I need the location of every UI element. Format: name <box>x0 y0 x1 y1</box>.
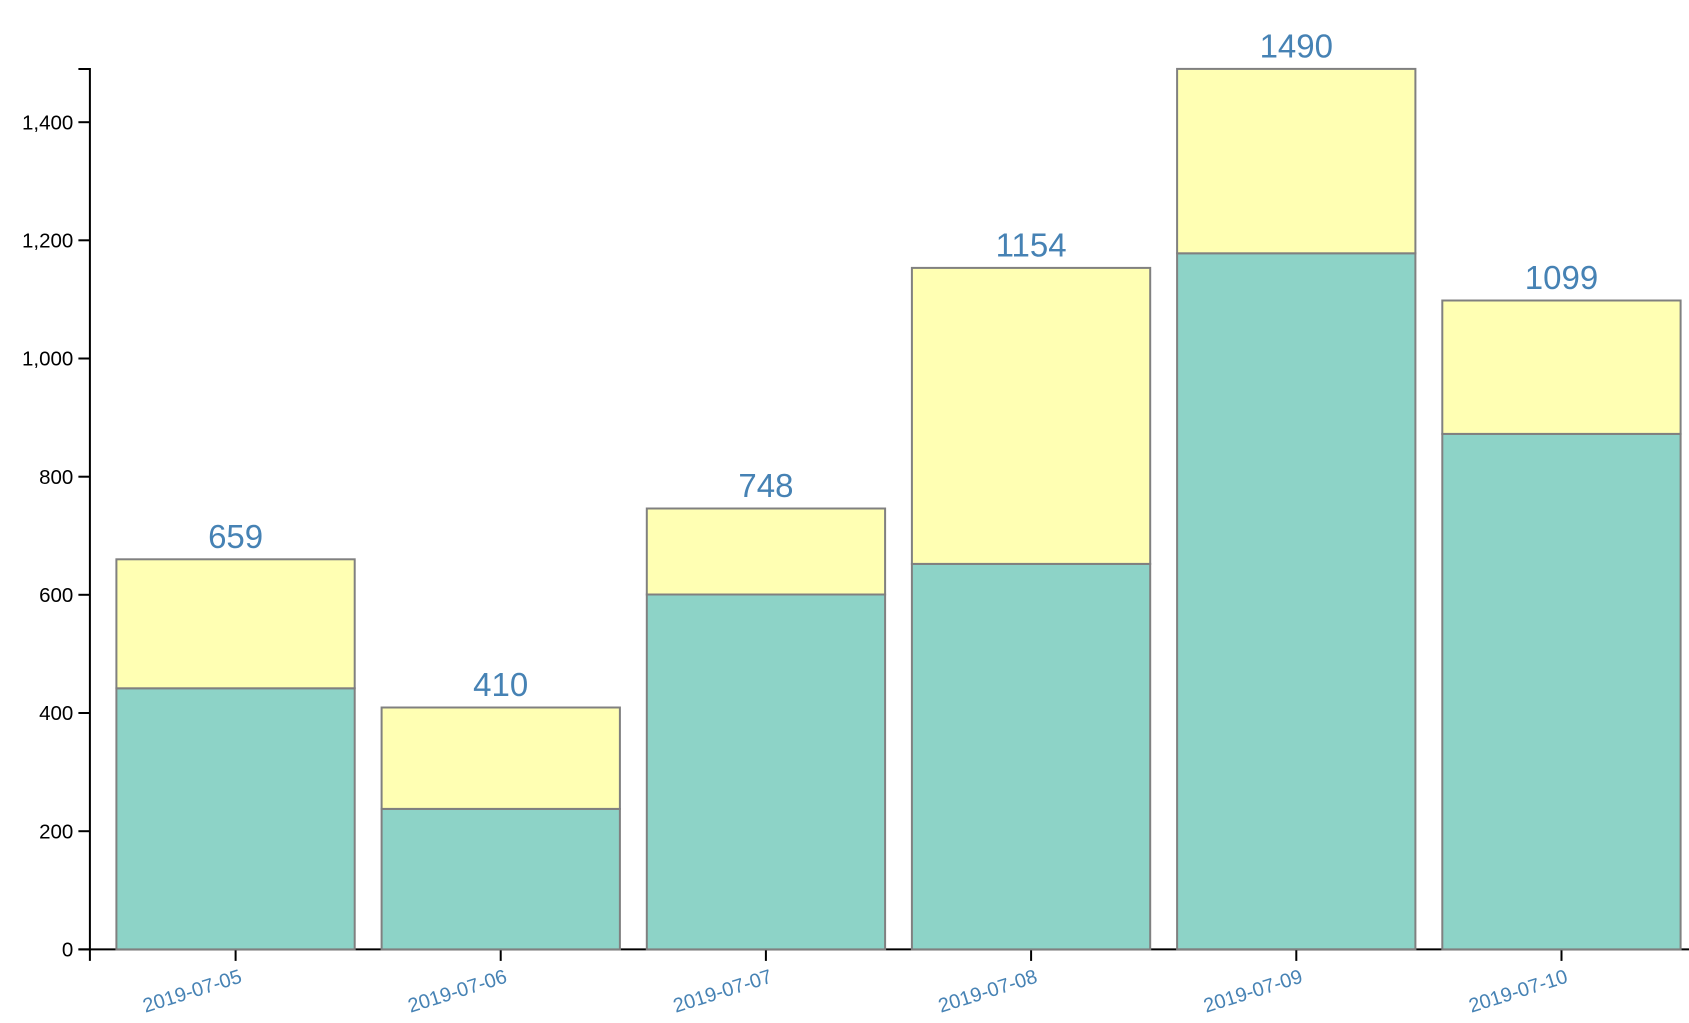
svg-text:1099: 1099 <box>1525 259 1598 296</box>
svg-text:0: 0 <box>62 939 73 962</box>
svg-text:1,000: 1,000 <box>22 348 73 371</box>
svg-text:410: 410 <box>473 666 528 703</box>
svg-text:748: 748 <box>738 467 793 504</box>
svg-text:800: 800 <box>39 466 73 489</box>
svg-text:600: 600 <box>39 584 73 607</box>
svg-text:1,400: 1,400 <box>22 111 73 134</box>
svg-text:400: 400 <box>39 702 73 725</box>
svg-text:1490: 1490 <box>1260 27 1333 64</box>
svg-text:1154: 1154 <box>996 226 1067 263</box>
svg-text:659: 659 <box>208 518 263 555</box>
svg-text:200: 200 <box>39 820 73 843</box>
svg-text:1,200: 1,200 <box>22 230 73 253</box>
